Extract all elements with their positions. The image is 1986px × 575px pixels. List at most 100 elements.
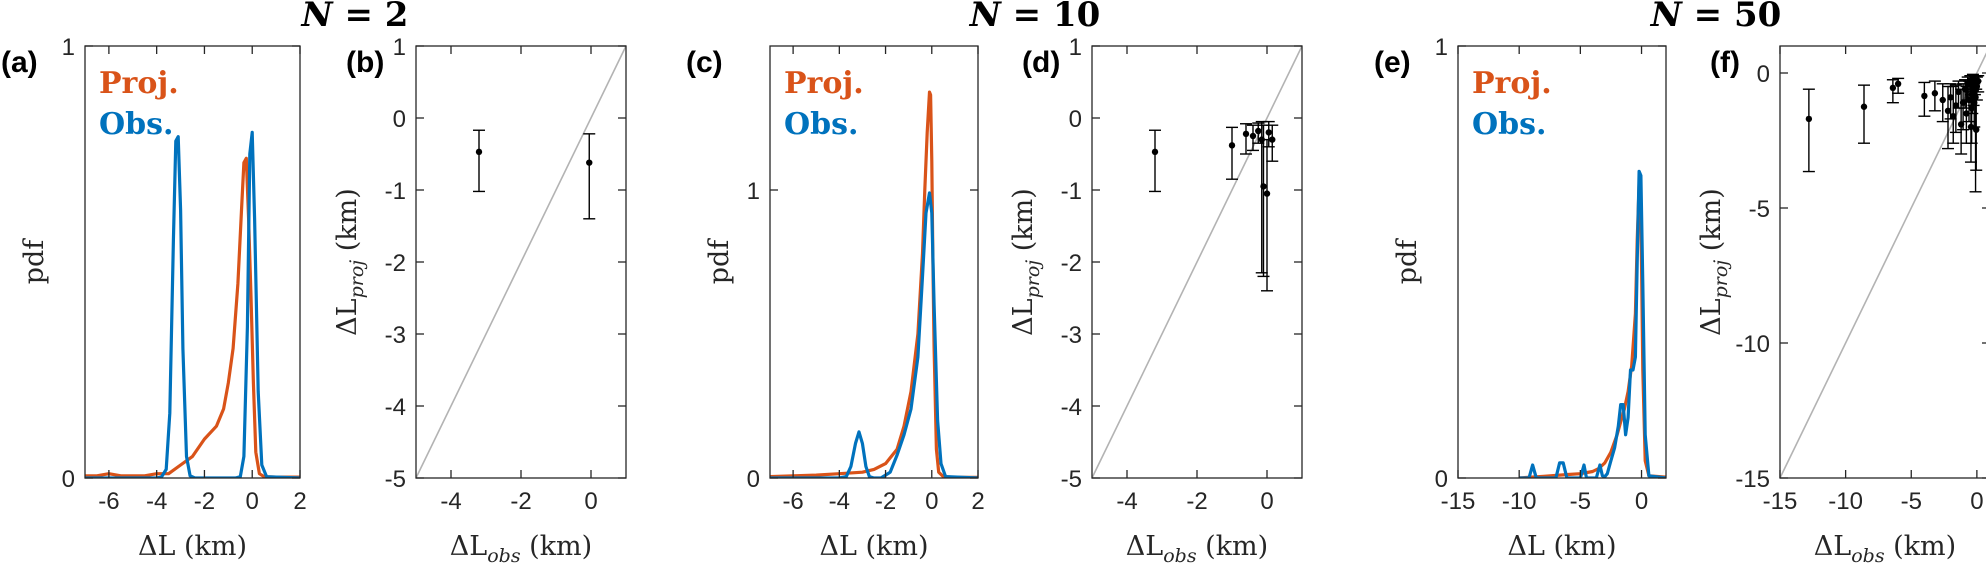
x-tick-label: 0: [1635, 488, 1648, 515]
y-tick-label: 0: [1435, 466, 1448, 493]
x-axis-label-sub: obs: [1851, 545, 1885, 567]
group-title-prefix: N =: [969, 0, 1053, 35]
axes-box: [1457, 45, 1667, 479]
group-title-n50: N = 50: [1650, 0, 1782, 35]
y-tick-label: -5: [1061, 466, 1082, 493]
y-axis-label-sub: proj: [1022, 260, 1044, 299]
point-marker: [1889, 84, 1897, 92]
data-point-9: [1266, 124, 1279, 162]
group-title-prefix: N =: [301, 0, 385, 35]
data-point-2: [1240, 123, 1252, 155]
x-tick-label: -15: [1441, 488, 1476, 515]
panel-label: (c): [686, 46, 723, 79]
x-tick-label: 0: [246, 488, 259, 515]
x-tick-label: -4: [829, 488, 850, 515]
y-tick-label: -5: [1749, 196, 1770, 223]
point-marker: [1265, 129, 1272, 136]
series-line-proj: [770, 90, 978, 478]
group-title-prefix: N =: [1650, 0, 1734, 35]
y-tick-label: -1: [1061, 178, 1082, 205]
y-axis-label-unit: (km): [1008, 188, 1039, 260]
legend-obs: Obs.: [99, 107, 173, 142]
legend-proj: Proj.: [1472, 66, 1552, 101]
x-axis-label-sub: obs: [487, 545, 521, 567]
panel-label: (f): [1710, 46, 1740, 79]
panel-b: -4 -2 0-5-4-3-2-101(b)ΔLobs (km)ΔLproj (km…: [332, 34, 627, 567]
data-point-2: [1886, 79, 1899, 104]
panel-label: (e): [1374, 46, 1411, 79]
panel-e: -15 -10 -5 0 0 1 (e) ΔL (km) pdf Proj. Obs.: [1374, 34, 1667, 562]
y-tick-label: 0: [1757, 61, 1770, 88]
y-axis-label: pdf: [19, 238, 50, 285]
point-marker: [1947, 94, 1954, 101]
x-tick-label: -5: [1901, 488, 1922, 515]
axes-box: [769, 45, 979, 479]
data-point-27: [1970, 88, 1983, 171]
data-layer: [770, 90, 978, 478]
data-layer: [85, 130, 300, 478]
legend-obs: Obs.: [1472, 107, 1546, 142]
data-point-1: [1226, 126, 1238, 180]
y-axis-label-main: ΔL: [1008, 298, 1039, 335]
x-tick-label: -6: [98, 488, 119, 515]
y-axis-label: ΔLproj (km): [1008, 188, 1044, 336]
point-marker: [1263, 190, 1271, 197]
point-marker: [1860, 103, 1868, 110]
panel-c: -6 -4 -2 0 2 0 1 (c) ΔL (km) pdf Proj. Obs.: [686, 45, 985, 562]
point-marker: [1973, 126, 1980, 133]
point-marker: [1944, 107, 1952, 115]
x-tick-label: -10: [1502, 488, 1537, 515]
x-axis-label-main: ΔL: [1814, 531, 1851, 562]
point-marker: [1249, 132, 1257, 140]
data-point-7: [1261, 138, 1273, 292]
series-line-proj: [85, 156, 300, 478]
data-point-3: [1892, 77, 1905, 94]
x-axis-label-main: ΔL: [1126, 531, 1163, 562]
identity-line: [1092, 46, 1302, 478]
y-axis-label: ΔLproj (km): [1696, 188, 1732, 336]
y-axis-label: pdf: [704, 238, 735, 285]
x-tick-label: -2: [510, 488, 531, 515]
point-marker: [475, 148, 483, 156]
y-tick-label: 1: [393, 34, 406, 61]
y-tick-label: -4: [1061, 394, 1082, 421]
identity-line: [416, 46, 626, 478]
y-tick-label: 1: [1069, 34, 1082, 61]
x-axis-label-main: ΔL: [450, 531, 487, 562]
x-axis-label-unit: (km): [1885, 531, 1957, 562]
y-tick-label: 1: [1435, 34, 1448, 61]
group-title-n10: N = 10: [969, 0, 1101, 35]
x-tick-label: -4: [146, 488, 167, 515]
point-marker: [1151, 148, 1159, 156]
y-axis-label-sub: proj: [1710, 260, 1732, 299]
point-marker: [1974, 77, 1982, 85]
y-tick-label: -2: [385, 250, 406, 277]
x-tick-label: -4: [1116, 488, 1137, 515]
y-tick-label: -4: [385, 394, 406, 421]
point-marker: [1255, 127, 1262, 135]
y-axis-label-main: ΔL: [332, 298, 363, 335]
point-marker: [586, 159, 593, 166]
y-tick-label: -15: [1735, 466, 1770, 493]
x-axis-label: ΔL (km): [1507, 531, 1616, 562]
panel-a: -6 -4 -2 0 2 0 1 (a) ΔL (km) pdf Proj. Obs.: [1, 34, 307, 562]
point-marker: [1228, 142, 1236, 149]
panel-label: (b): [346, 46, 384, 79]
data-point-29: [1972, 74, 1985, 93]
axes-box: [84, 45, 301, 479]
point-marker: [1939, 96, 1946, 104]
x-axis-label: ΔL (km): [138, 531, 247, 562]
y-axis-label: pdf: [1392, 238, 1423, 285]
y-tick-label: 1: [62, 34, 75, 61]
x-tick-label: 0: [584, 488, 597, 515]
point-marker: [1950, 113, 1957, 120]
x-axis-label: ΔLobs (km): [1814, 531, 1956, 567]
x-tick-label: 2: [971, 488, 984, 515]
x-tick-label: 2: [293, 488, 306, 515]
point-marker: [1955, 88, 1962, 96]
y-tick-label: 0: [1069, 106, 1082, 133]
y-tick-label: 0: [393, 106, 406, 133]
data-point-0: [1149, 129, 1161, 193]
x-axis-label-sub: obs: [1163, 545, 1197, 567]
legend-proj: Proj.: [99, 66, 179, 101]
